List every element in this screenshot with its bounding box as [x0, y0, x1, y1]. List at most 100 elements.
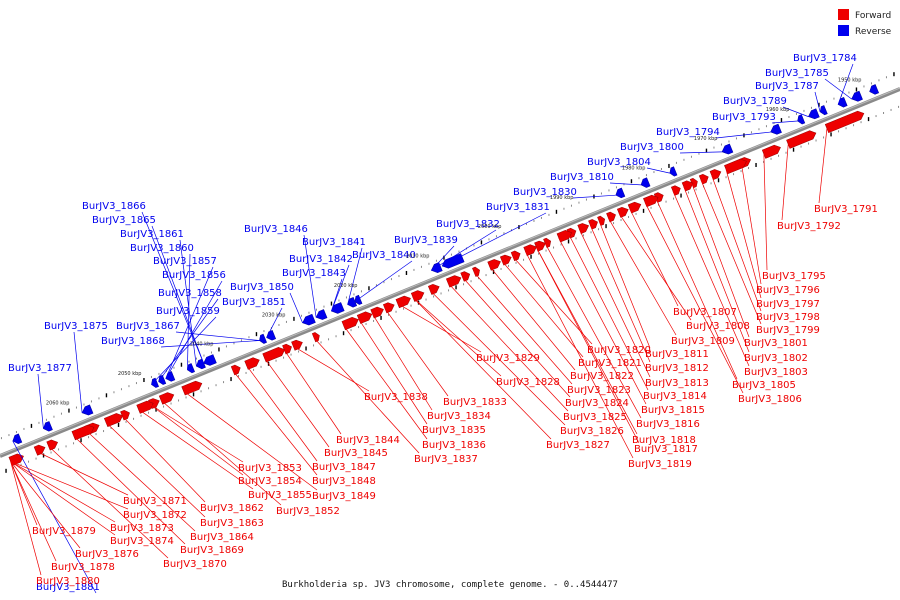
gene-arrow[interactable]	[181, 379, 204, 396]
forward-gene-label[interactable]: BurJV3_1791	[814, 204, 878, 215]
forward-gene-label[interactable]: BurJV3_1819	[628, 459, 692, 470]
gene-arrow[interactable]	[395, 294, 412, 309]
reverse-gene-label[interactable]: BurJV3_1832	[436, 219, 500, 230]
reverse-gene-label[interactable]: BurJV3_1867	[116, 321, 180, 332]
gene-arrow[interactable]	[262, 345, 287, 363]
forward-gene-label[interactable]: BurJV3_1808	[686, 321, 750, 332]
gene-arrow[interactable]	[33, 443, 47, 456]
reverse-gene[interactable]	[186, 363, 195, 374]
gene-arrow[interactable]	[720, 143, 734, 156]
gene-arrow[interactable]	[103, 412, 124, 427]
forward-gene[interactable]	[627, 200, 643, 214]
gene-arrow[interactable]	[158, 391, 175, 405]
forward-gene[interactable]	[698, 173, 710, 185]
forward-gene-label[interactable]: BurJV3_1880	[36, 576, 100, 587]
gene-arrow[interactable]	[291, 338, 304, 351]
forward-gene-label[interactable]: BurJV3_1823	[567, 385, 631, 396]
forward-gene-label[interactable]: BurJV3_1854	[238, 476, 302, 487]
gene-arrow[interactable]	[150, 377, 159, 389]
forward-gene-label[interactable]: BurJV3_1814	[643, 391, 707, 402]
forward-gene[interactable]	[499, 253, 513, 266]
gene-arrow[interactable]	[698, 173, 710, 185]
gene-arrow[interactable]	[639, 177, 651, 189]
gene-arrow[interactable]	[314, 309, 328, 321]
gene-arrow[interactable]	[460, 270, 472, 282]
reverse-gene-label[interactable]: BurJV3_1840	[352, 250, 416, 261]
gene-arrow[interactable]	[157, 374, 167, 386]
gene-arrow[interactable]	[202, 354, 217, 368]
forward-gene[interactable]	[543, 237, 552, 248]
gene-arrow[interactable]	[588, 218, 599, 230]
reverse-gene[interactable]	[150, 377, 159, 389]
forward-gene[interactable]	[181, 379, 204, 396]
forward-gene[interactable]	[616, 205, 630, 218]
reverse-gene[interactable]	[836, 97, 848, 108]
forward-gene[interactable]	[120, 409, 131, 421]
reverse-gene[interactable]	[42, 421, 53, 432]
forward-gene-label[interactable]: BurJV3_1797	[756, 299, 820, 310]
reverse-gene-label[interactable]: BurJV3_1804	[587, 157, 651, 168]
gene-arrow[interactable]	[668, 166, 678, 178]
forward-gene-label[interactable]: BurJV3_1824	[565, 398, 629, 409]
forward-gene-label[interactable]: BurJV3_1802	[744, 353, 808, 364]
reverse-gene[interactable]	[807, 108, 820, 121]
forward-gene[interactable]	[103, 412, 124, 427]
forward-gene-label[interactable]: BurJV3_1822	[570, 371, 634, 382]
gene-arrow[interactable]	[769, 123, 782, 136]
gene-arrow[interactable]	[430, 262, 443, 274]
reverse-gene-label[interactable]: BurJV3_1793	[712, 112, 776, 123]
forward-gene-label[interactable]: BurJV3_1873	[110, 523, 174, 534]
forward-gene[interactable]	[136, 399, 155, 414]
forward-gene-label[interactable]: BurJV3_1871	[123, 496, 187, 507]
forward-gene-label[interactable]: BurJV3_1844	[336, 435, 400, 446]
reverse-gene-label[interactable]: BurJV3_1787	[755, 81, 819, 92]
gene-arrow[interactable]	[382, 301, 396, 314]
forward-gene[interactable]	[577, 222, 591, 234]
reverse-gene[interactable]	[720, 143, 734, 156]
gene-arrow[interactable]	[341, 315, 360, 331]
forward-gene[interactable]	[460, 270, 472, 282]
gene-arrow[interactable]	[370, 305, 386, 319]
forward-gene[interactable]	[282, 343, 293, 355]
forward-gene-label[interactable]: BurJV3_1816	[636, 419, 700, 430]
forward-gene-label[interactable]: BurJV3_1812	[645, 363, 709, 374]
forward-gene-label[interactable]: BurJV3_1818	[632, 435, 696, 446]
forward-gene[interactable]	[724, 157, 748, 175]
gene-arrow[interactable]	[71, 423, 96, 441]
forward-gene[interactable]	[487, 257, 503, 271]
reverse-gene-label[interactable]: BurJV3_1851	[222, 297, 286, 308]
gene-arrow[interactable]	[230, 364, 242, 376]
forward-gene-label[interactable]: BurJV3_1796	[756, 285, 820, 296]
gene-arrow[interactable]	[164, 371, 176, 382]
reverse-gene[interactable]	[850, 90, 863, 103]
reverse-gene[interactable]	[668, 166, 678, 178]
forward-gene-label[interactable]: BurJV3_1820	[587, 345, 651, 356]
forward-gene-label[interactable]: BurJV3_1862	[200, 503, 264, 514]
reverse-gene-label[interactable]: BurJV3_1850	[230, 282, 294, 293]
forward-gene-label[interactable]: BurJV3_1834	[427, 411, 491, 422]
forward-gene-label[interactable]: BurJV3_1801	[744, 338, 808, 349]
gene-arrow[interactable]	[472, 266, 481, 277]
forward-gene[interactable]	[262, 345, 287, 363]
forward-gene-label[interactable]: BurJV3_1826	[560, 426, 624, 437]
gene-arrow[interactable]	[11, 433, 23, 445]
forward-gene[interactable]	[445, 274, 462, 288]
gene-arrow[interactable]	[410, 289, 426, 302]
reverse-gene[interactable]	[353, 294, 363, 306]
gene-arrow[interactable]	[282, 343, 293, 355]
reverse-gene[interactable]	[301, 313, 316, 327]
gene-arrow[interactable]	[80, 404, 94, 417]
forward-gene-label[interactable]: BurJV3_1835	[422, 425, 486, 436]
forward-gene-label[interactable]: BurJV3_1817	[634, 444, 698, 455]
forward-gene-label[interactable]: BurJV3_1879	[32, 526, 96, 537]
forward-gene-label[interactable]: BurJV3_1833	[443, 397, 507, 408]
reverse-gene-label[interactable]: BurJV3_1842	[289, 254, 353, 265]
forward-gene-label[interactable]: BurJV3_1803	[744, 367, 808, 378]
gene-arrow[interactable]	[120, 409, 131, 421]
forward-gene-label[interactable]: BurJV3_1838	[364, 392, 428, 403]
gene-arrow[interactable]	[616, 205, 630, 218]
reverse-gene-label[interactable]: BurJV3_1810	[550, 172, 614, 183]
forward-gene-label[interactable]: BurJV3_1805	[732, 380, 796, 391]
gene-arrow[interactable]	[311, 331, 321, 343]
forward-gene[interactable]	[71, 423, 96, 441]
